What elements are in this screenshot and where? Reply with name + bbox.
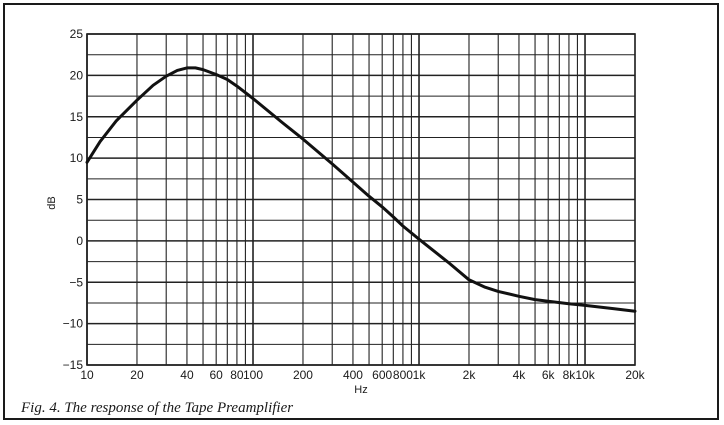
x-tick-label: 10: [80, 368, 94, 382]
y-axis-title: dB: [46, 196, 58, 209]
y-tick-label: 10: [70, 151, 84, 165]
y-tick-label: 0: [76, 234, 83, 248]
y-tick-label: 25: [70, 27, 84, 41]
x-tick-label: 800: [393, 368, 413, 382]
y-tick-label: 5: [76, 193, 83, 207]
x-tick-label: 400: [343, 368, 363, 382]
frequency-response-chart: 25 20 15 10 5 0 −5 −10 −15 10 20 40 60 80 100 200 400 60…: [46, 27, 646, 395]
x-tick-label: 8k: [563, 368, 577, 382]
grid: [86, 33, 636, 366]
y-tick-label: −10: [63, 317, 84, 331]
x-tick-labels: 10 20 40 60 80 100 200 400 600 800 1k 2k 4k 6k 8k 10k 20…: [80, 368, 645, 382]
x-axis-title: Hz: [354, 384, 367, 395]
x-tick-label: 1k: [413, 368, 427, 382]
y-tick-label: −5: [69, 275, 83, 289]
x-tick-label: 20k: [625, 368, 645, 382]
response-curve: [85, 66, 637, 313]
x-tick-label: 100: [243, 368, 263, 382]
x-tick-label: 4k: [513, 368, 527, 382]
y-tick-labels: 25 20 15 10 5 0 −5 −10 −15: [63, 27, 84, 372]
y-tick-label: 15: [70, 110, 84, 124]
x-tick-label: 6k: [542, 368, 556, 382]
x-tick-label: 600: [372, 368, 392, 382]
x-tick-label: 20: [130, 368, 144, 382]
y-tick-label: −15: [63, 358, 84, 372]
x-tick-label: 200: [293, 368, 313, 382]
figure-frame: 25 20 15 10 5 0 −5 −10 −15 10 20 40 60 80 100 200 400 60…: [3, 3, 719, 420]
x-tick-label: 40: [180, 368, 194, 382]
x-tick-label: 60: [210, 368, 224, 382]
x-tick-label: 10k: [575, 368, 595, 382]
y-tick-label: 20: [70, 68, 84, 82]
x-tick-label: 80: [230, 368, 244, 382]
x-tick-label: 2k: [463, 368, 477, 382]
figure-caption: Fig. 4. The response of the Tape Preampl…: [21, 400, 294, 416]
